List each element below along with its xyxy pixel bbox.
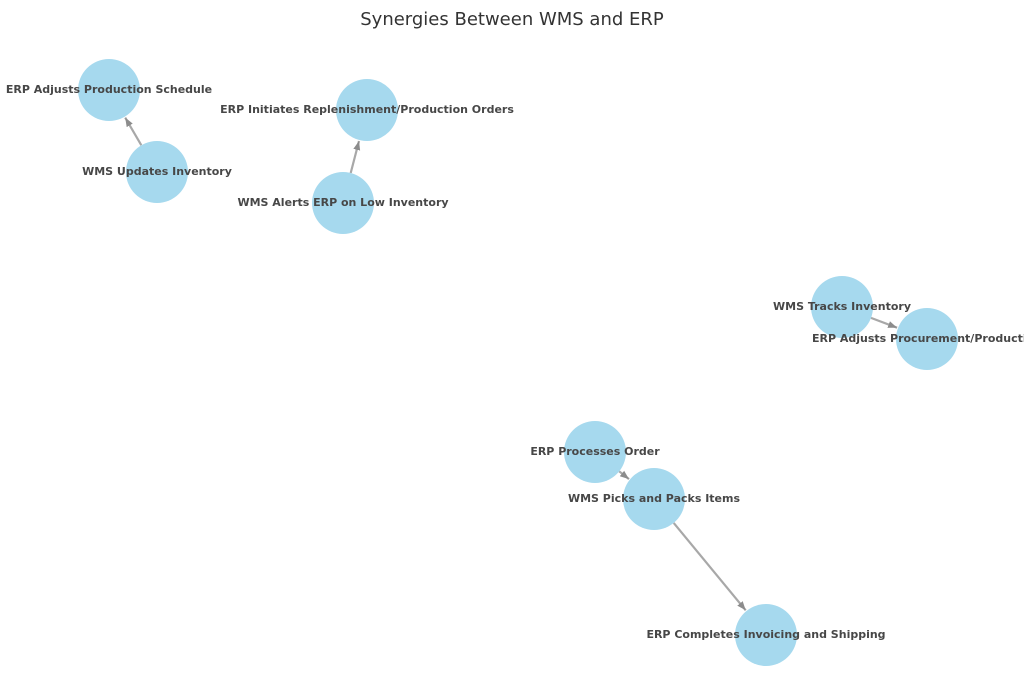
node-erp-processes-order: ERP Processes Order	[530, 421, 660, 483]
node-erp-adjusts-production-schedule: ERP Adjusts Production Schedule	[6, 59, 212, 121]
node-circle	[312, 172, 374, 234]
node-circle	[623, 468, 685, 530]
node-circle	[896, 308, 958, 370]
node-label: ERP Processes Order	[530, 445, 660, 458]
edge-updates-inventory-to-adjusts-schedule	[124, 117, 143, 146]
node-label: WMS Updates Inventory	[82, 165, 232, 178]
node-circle	[811, 276, 873, 338]
nodes-layer: ERP Adjusts Production Schedule WMS Upda…	[6, 59, 1024, 666]
node-label: ERP Initiates Replenishment/Production O…	[220, 103, 514, 116]
node-label: WMS Picks and Packs Items	[568, 492, 741, 505]
node-circle	[735, 604, 797, 666]
node-circle	[126, 141, 188, 203]
node-erp-initiates-replenishment: ERP Initiates Replenishment/Production O…	[220, 79, 514, 141]
edge-picks-packs-to-invoicing-shipping	[672, 522, 747, 611]
edges-layer	[124, 117, 898, 611]
node-circle	[78, 59, 140, 121]
node-label: ERP Completes Invoicing and Shipping	[646, 628, 885, 641]
node-wms-alerts-low-inventory: WMS Alerts ERP on Low Inventory	[237, 172, 449, 234]
node-wms-picks-packs: WMS Picks and Packs Items	[568, 468, 741, 530]
node-wms-updates-inventory: WMS Updates Inventory	[82, 141, 232, 203]
node-label: ERP Adjusts Procurement/Production	[812, 332, 1024, 345]
edge-processes-order-to-picks-packs	[618, 470, 630, 480]
node-label: WMS Tracks Inventory	[773, 300, 911, 313]
node-label: ERP Adjusts Production Schedule	[6, 83, 212, 96]
node-erp-adjusts-procurement: ERP Adjusts Procurement/Production	[812, 308, 1024, 370]
node-wms-tracks-inventory: WMS Tracks Inventory	[773, 276, 911, 338]
node-circle	[336, 79, 398, 141]
edge-tracks-inventory-to-adjusts-procurement	[870, 316, 898, 329]
node-label: WMS Alerts ERP on Low Inventory	[237, 196, 448, 209]
node-erp-invoicing-shipping: ERP Completes Invoicing and Shipping	[646, 604, 886, 666]
node-circle	[564, 421, 626, 483]
diagram-title: Synergies Between WMS and ERP	[360, 9, 664, 30]
edge-alerts-low-inventory-to-initiates-replenishment	[349, 140, 361, 174]
